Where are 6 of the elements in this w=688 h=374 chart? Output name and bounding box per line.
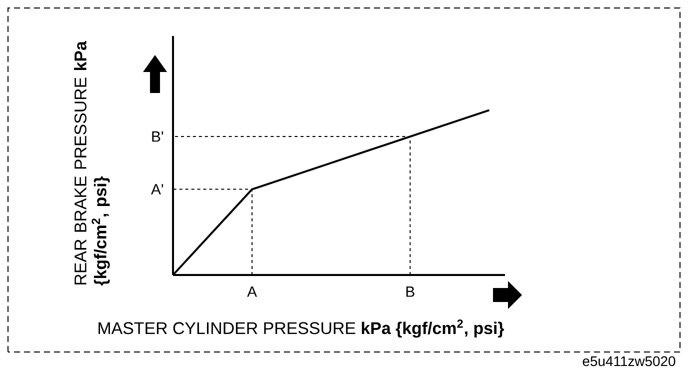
text: B': [152, 131, 164, 142]
x-tick-label: A: [247, 286, 258, 297]
text: A': [151, 184, 164, 194]
x-tick-label: B: [406, 286, 414, 297]
text: MASTER CYLINDER PRESSURE kPa {kgf/cm$^{2}$, psi}: [98, 319, 504, 338]
text: e5u411zw5020: [582, 356, 676, 366]
